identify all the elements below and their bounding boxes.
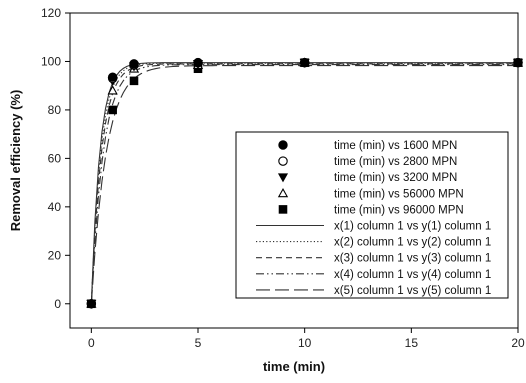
x-axis-title: time (min) — [263, 359, 325, 374]
x-tick-label: 15 — [405, 336, 419, 350]
legend: time (min) vs 1600 MPN time (min) vs 2800… — [235, 131, 509, 299]
y-tick-label: 120 — [41, 6, 61, 20]
legend-label: time (min) vs 56000 MPN — [334, 188, 464, 200]
data-point — [107, 72, 118, 82]
x-tick-label: 10 — [298, 336, 312, 350]
y-tick-label: 60 — [48, 151, 62, 165]
x-tick-label: 5 — [195, 336, 202, 350]
legend-marker — [278, 156, 288, 166]
x-tick-label: 0 — [88, 336, 95, 350]
legend-label: time (min) vs 3200 MPN — [334, 172, 457, 184]
legend-label: time (min) vs 1600 MPN — [334, 140, 457, 152]
data-point — [129, 59, 139, 69]
y-tick-label: 40 — [48, 200, 62, 214]
legend-label: x(5) column 1 vs y(5) column 1 — [334, 285, 491, 297]
plot-frame — [69, 12, 519, 329]
y-axis: 0 20 40 60 80 100 120 — [41, 6, 70, 311]
data-points — [86, 57, 524, 309]
data-point — [107, 85, 118, 95]
legend-label: time (min) vs 2800 MPN — [334, 156, 457, 168]
x-axis: 0 5 10 15 20 — [88, 328, 525, 350]
legend-label: x(1) column 1 vs y(1) column 1 — [334, 221, 491, 233]
y-tick-label: 0 — [54, 297, 61, 311]
legend-label: x(4) column 1 vs y(4) column 1 — [334, 269, 491, 281]
legend-marker — [278, 140, 288, 150]
legend-marker — [277, 173, 289, 183]
data-point — [86, 299, 97, 309]
fit-curve — [90, 63, 518, 304]
y-tick-label: 100 — [41, 54, 61, 68]
legend-marker — [277, 187, 289, 198]
y-axis-title: Removal efficiency (%) — [8, 90, 23, 232]
legend-marker — [278, 205, 288, 214]
x-tick-label: 20 — [511, 336, 525, 350]
data-point — [513, 57, 523, 68]
data-point — [193, 57, 203, 68]
legend-label: x(3) column 1 vs y(3) column 1 — [334, 253, 491, 265]
plot-border — [69, 12, 519, 329]
legend-label: x(2) column 1 vs y(2) column 1 — [334, 237, 491, 249]
y-tick-label: 20 — [48, 248, 62, 262]
data-point — [108, 105, 117, 115]
legend-label: time (min) vs 96000 MPN — [334, 204, 464, 216]
y-tick-label: 80 — [48, 103, 62, 117]
data-point — [129, 76, 139, 86]
data-point — [299, 57, 310, 68]
